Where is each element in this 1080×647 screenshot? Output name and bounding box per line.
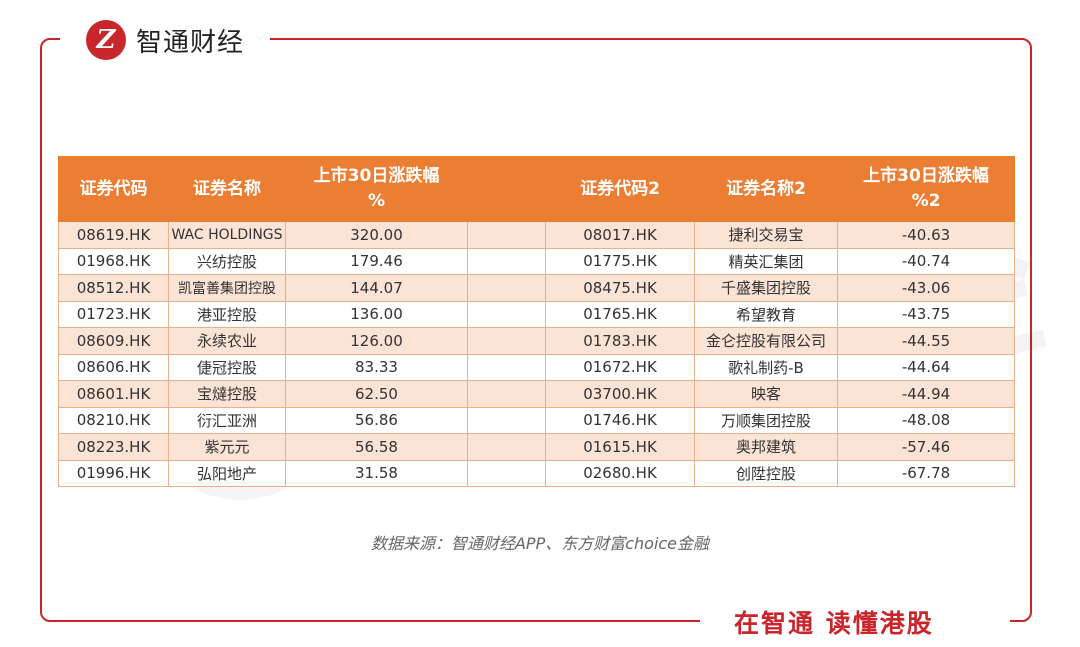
cell-change-2: -43.75 <box>837 300 1015 328</box>
cell-name: 兴纺控股 <box>168 247 286 275</box>
table-row: 01968.HK 兴纺控股 179.46 01775.HK 精英汇集团 -40.74 <box>58 247 1015 275</box>
cell-name: 弘阳地产 <box>168 459 286 487</box>
header-name: 证券名称 <box>168 156 286 222</box>
cell-code: 08619.HK <box>58 221 169 249</box>
cell-name-2: 金仑控股有限公司 <box>694 327 838 355</box>
cell-code: 01723.HK <box>58 300 169 328</box>
cell-code-2: 02680.HK <box>545 459 695 487</box>
table-row: 01723.HK 港亚控股 136.00 01765.HK 希望教育 -43.75 <box>58 300 1015 328</box>
cell-change: 56.86 <box>285 406 468 434</box>
cell-change-2: -40.74 <box>837 247 1015 275</box>
cell-name: 宝燵控股 <box>168 380 286 408</box>
cell-change: 83.33 <box>285 353 468 381</box>
header-change: 上市30日涨跌幅 % <box>285 156 468 222</box>
table-row: 08210.HK 衍汇亚洲 56.86 01746.HK 万顺集团控股 -48.08 <box>58 406 1015 434</box>
cell-spacer <box>467 274 546 302</box>
cell-name: 凯富善集团控股 <box>168 274 286 302</box>
table-row: 01996.HK 弘阳地产 31.58 02680.HK 创陞控股 -67.78 <box>58 459 1015 487</box>
cell-code-2: 01765.HK <box>545 300 695 328</box>
cell-spacer <box>467 433 546 461</box>
slogan-backdrop <box>700 600 1010 644</box>
brand-logo-icon: Z <box>86 20 126 60</box>
table-row: 08223.HK 紫元元 56.58 01615.HK 奥邦建筑 -57.46 <box>58 433 1015 461</box>
cell-code-2: 01783.HK <box>545 327 695 355</box>
table-row: 08601.HK 宝燵控股 62.50 03700.HK 映客 -44.94 <box>58 380 1015 408</box>
header-code: 证券代码 <box>58 156 169 222</box>
cell-change: 179.46 <box>285 247 468 275</box>
cell-change: 320.00 <box>285 221 468 249</box>
cell-name: 永续农业 <box>168 327 286 355</box>
header-change-2-line2: %2 <box>911 191 941 211</box>
cell-code: 08210.HK <box>58 406 169 434</box>
cell-name-2: 映客 <box>694 380 838 408</box>
cell-name: 倢冠控股 <box>168 353 286 381</box>
cell-change-2: -44.55 <box>837 327 1015 355</box>
cell-change: 56.58 <box>285 433 468 461</box>
cell-name-2: 万顺集团控股 <box>694 406 838 434</box>
cell-code-2: 08017.HK <box>545 221 695 249</box>
cell-code: 01996.HK <box>58 459 169 487</box>
header-name-2: 证券名称2 <box>694 156 838 222</box>
cell-code: 08512.HK <box>58 274 169 302</box>
cell-spacer <box>467 221 546 249</box>
cell-name-2: 奥邦建筑 <box>694 433 838 461</box>
cell-code: 08223.HK <box>58 433 169 461</box>
cell-change-2: -48.08 <box>837 406 1015 434</box>
cell-code-2: 08475.HK <box>545 274 695 302</box>
cell-spacer <box>467 406 546 434</box>
cell-change: 62.50 <box>285 380 468 408</box>
cell-spacer <box>467 459 546 487</box>
brand-slogan: 在智通 读懂港股 <box>734 609 934 638</box>
table-header-row: 证券代码 证券名称 上市30日涨跌幅 % 证券代码2 证券名称2 上市30日涨跌… <box>58 156 1015 222</box>
data-source-note: 数据来源：智通财经APP、东方财富choice金融 <box>370 534 710 553</box>
cell-change-2: -44.94 <box>837 380 1015 408</box>
stock-table: 证券代码 证券名称 上市30日涨跌幅 % 证券代码2 证券名称2 上市30日涨跌… <box>58 156 1015 487</box>
header-change-2-line1: 上市30日涨跌幅 <box>863 166 989 186</box>
cell-code-2: 03700.HK <box>545 380 695 408</box>
cell-name-2: 精英汇集团 <box>694 247 838 275</box>
header-change-2: 上市30日涨跌幅 %2 <box>837 156 1015 222</box>
cell-change-2: -40.63 <box>837 221 1015 249</box>
table-row: 08512.HK 凯富善集团控股 144.07 08475.HK 千盛集团控股 -43.0… <box>58 274 1015 302</box>
cell-code-2: 01775.HK <box>545 247 695 275</box>
header-change-line1: 上市30日涨跌幅 <box>313 166 440 186</box>
table-row: 08606.HK 倢冠控股 83.33 01672.HK 歌礼制药-B -44.64 <box>58 353 1015 381</box>
cell-name-2: 希望教育 <box>694 300 838 328</box>
cell-change-2: -44.64 <box>837 353 1015 381</box>
table-row: 08619.HK WAC HOLDINGS 320.00 08017.HK 捷利交易宝 -… <box>58 221 1015 249</box>
cell-change-2: -57.46 <box>837 433 1015 461</box>
cell-spacer <box>467 300 546 328</box>
cell-code-2: 01672.HK <box>545 353 695 381</box>
cell-name: WAC HOLDINGS <box>168 221 286 249</box>
cell-code-2: 01746.HK <box>545 406 695 434</box>
cell-name: 紫元元 <box>168 433 286 461</box>
cell-code: 01968.HK <box>58 247 169 275</box>
table-row: 08609.HK 永续农业 126.00 01783.HK 金仑控股有限公司 -44.55 <box>58 327 1015 355</box>
cell-change-2: -67.78 <box>837 459 1015 487</box>
content-frame <box>40 38 1032 622</box>
brand-name: 智通财经 <box>136 28 245 58</box>
cell-name-2: 创陞控股 <box>694 459 838 487</box>
cell-change: 126.00 <box>285 327 468 355</box>
cell-code: 08606.HK <box>58 353 169 381</box>
cell-spacer <box>467 380 546 408</box>
cell-code: 08601.HK <box>58 380 169 408</box>
cell-spacer <box>467 327 546 355</box>
cell-name-2: 捷利交易宝 <box>694 221 838 249</box>
cell-name-2: 歌礼制药-B <box>694 353 838 381</box>
cell-change: 136.00 <box>285 300 468 328</box>
cell-code: 08609.HK <box>58 327 169 355</box>
header-change-line2: % <box>367 191 386 211</box>
cell-change: 31.58 <box>285 459 468 487</box>
cell-spacer <box>467 247 546 275</box>
cell-change: 144.07 <box>285 274 468 302</box>
cell-name: 衍汇亚洲 <box>168 406 286 434</box>
cell-change-2: -43.06 <box>837 274 1015 302</box>
cell-name: 港亚控股 <box>168 300 286 328</box>
header-spacer <box>467 156 546 222</box>
cell-name-2: 千盛集团控股 <box>694 274 838 302</box>
cell-spacer <box>467 353 546 381</box>
header-code-2: 证券代码2 <box>545 156 695 222</box>
cell-code-2: 01615.HK <box>545 433 695 461</box>
